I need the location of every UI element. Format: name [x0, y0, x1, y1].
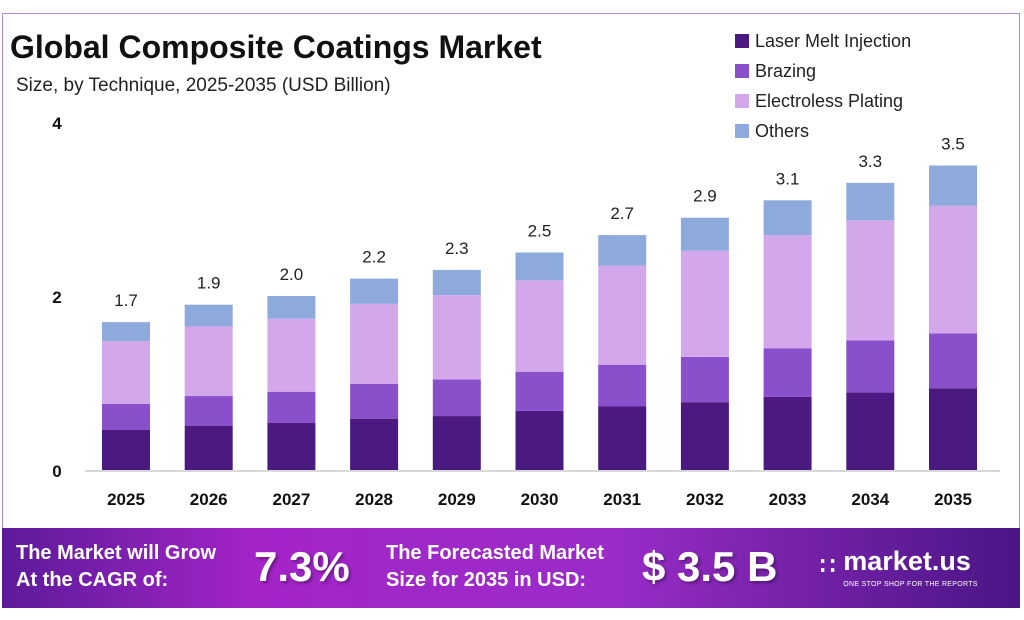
- cagr-label: The Market will Grow At the CAGR of:: [16, 540, 216, 594]
- bar-segment-laser-melt-injection: [929, 388, 977, 470]
- forecast-label-line2: Size for 2035 in USD:: [386, 569, 587, 591]
- total-data-label: 3.3: [858, 152, 882, 171]
- total-data-label: 2.9: [693, 187, 717, 206]
- bar-segment-others: [267, 296, 316, 319]
- chart-subtitle: Size, by Technique, 2025-2035 (USD Billi…: [16, 75, 391, 96]
- total-data-label: 2.7: [610, 204, 634, 223]
- x-tick-label: 2029: [438, 490, 476, 509]
- legend-item-electroless-plating: Electroless Plating: [735, 86, 911, 116]
- bar-segment-electroless-plating: [929, 205, 977, 334]
- bar-segment-others: [598, 235, 647, 266]
- bar-segment-brazing: [350, 383, 399, 419]
- bar-segment-laser-melt-injection: [515, 410, 564, 470]
- chart-title: Global Composite Coatings Market: [10, 29, 542, 65]
- total-data-label: 3.1: [776, 169, 800, 188]
- bar-segment-laser-melt-injection: [432, 416, 481, 470]
- bar-segment-laser-melt-injection: [350, 418, 399, 470]
- x-tick-label: 2030: [521, 490, 559, 509]
- legend-label: Laser Melt Injection: [755, 31, 912, 51]
- legend-item-brazing: Brazing: [735, 56, 911, 86]
- bar-segment-brazing: [432, 379, 481, 417]
- x-tick-label: 2031: [603, 490, 641, 509]
- bar-segment-brazing: [267, 391, 316, 424]
- legend-label: Electroless Plating: [755, 91, 904, 111]
- total-data-label: 1.7: [114, 291, 138, 310]
- x-tick-label: 2033: [769, 490, 807, 509]
- bar-segment-electroless-plating: [680, 250, 729, 357]
- x-tick-label: 2035: [934, 490, 972, 509]
- legend: Laser Melt Injection Brazing Electroless…: [735, 26, 911, 146]
- bar-segment-electroless-plating: [267, 318, 316, 392]
- bar-segment-laser-melt-injection: [763, 396, 812, 470]
- bar-segment-electroless-plating: [350, 303, 399, 384]
- bar-segment-electroless-plating: [515, 280, 564, 372]
- bar-segment-laser-melt-injection: [680, 402, 729, 470]
- legend-swatch: [735, 34, 749, 48]
- legend-swatch: [735, 64, 749, 78]
- bar-segment-electroless-plating: [763, 235, 812, 349]
- bar-segment-brazing: [598, 364, 647, 407]
- total-data-label: 2.2: [362, 248, 386, 267]
- footer-banner: The Market will Grow At the CAGR of: 7.3…: [2, 528, 1020, 608]
- legend-item-laser-melt-injection: Laser Melt Injection: [735, 26, 911, 56]
- bar-segment-brazing: [929, 333, 977, 389]
- total-data-label: 2.3: [445, 239, 469, 258]
- bar-segment-electroless-plating: [598, 265, 647, 365]
- bar-segment-electroless-plating: [184, 326, 233, 397]
- bar-segment-others: [184, 304, 233, 327]
- bar-segment-others: [929, 165, 977, 206]
- y-tick-label: 0: [52, 462, 61, 481]
- forecast-label-line1: The Forecasted Market: [386, 542, 604, 564]
- brand-logo: ∷ market.us ONE STOP SHOP FOR THE REPORT…: [820, 544, 978, 589]
- x-tick-label: 2028: [355, 490, 393, 509]
- bar-segment-laser-melt-injection: [102, 429, 150, 470]
- forecast-value: $ 3.5 B: [642, 543, 778, 590]
- cagr-label-line2: At the CAGR of:: [16, 569, 169, 591]
- bar-segment-laser-melt-injection: [267, 423, 316, 470]
- bar-segment-laser-melt-injection: [846, 392, 895, 470]
- brand-tagline: ONE STOP SHOP FOR THE REPORTS: [843, 581, 978, 588]
- bar-segment-others: [350, 278, 399, 304]
- bar-segment-brazing: [184, 396, 233, 426]
- total-data-label: 1.9: [197, 274, 221, 293]
- y-tick-label: 4: [52, 114, 62, 133]
- x-tick-label: 2026: [190, 490, 228, 509]
- cagr-label-line1: The Market will Grow: [16, 542, 217, 564]
- bar-segment-others: [102, 322, 150, 342]
- legend-swatch: [735, 94, 749, 108]
- bar-segment-others: [846, 182, 895, 221]
- bar-segment-brazing: [846, 340, 895, 393]
- market-us-logo-icon: ∷: [820, 552, 836, 580]
- bar-segment-electroless-plating: [846, 220, 895, 341]
- brand-name: market.us: [843, 546, 971, 576]
- bar-segment-electroless-plating: [432, 295, 481, 380]
- bar-segment-brazing: [515, 371, 564, 411]
- x-tick-label: 2025: [107, 490, 145, 509]
- bar-segment-laser-melt-injection: [598, 406, 647, 470]
- bar-segment-others: [515, 252, 564, 281]
- y-tick-label: 2: [52, 288, 61, 307]
- forecast-label: The Forecasted Market Size for 2035 in U…: [386, 540, 604, 594]
- x-tick-label: 2027: [272, 490, 310, 509]
- total-data-label: 2.5: [528, 222, 552, 241]
- bar-segment-brazing: [102, 403, 150, 430]
- cagr-value: 7.3%: [254, 543, 350, 590]
- bar-segment-brazing: [680, 356, 729, 403]
- x-tick-label: 2032: [686, 490, 724, 509]
- legend-swatch: [735, 124, 749, 138]
- legend-label: Others: [755, 121, 810, 141]
- bar-segment-brazing: [763, 348, 812, 397]
- x-tick-label: 2034: [851, 490, 889, 509]
- legend-item-others: Others: [735, 116, 911, 146]
- bar-segment-electroless-plating: [102, 341, 150, 404]
- bar-segment-others: [432, 269, 481, 296]
- legend-label: Brazing: [755, 61, 817, 81]
- total-data-label: 2.0: [280, 265, 304, 284]
- total-data-label: 3.5: [941, 135, 965, 154]
- bar-segment-laser-melt-injection: [184, 425, 233, 470]
- bar-segment-others: [763, 200, 812, 236]
- bar-segment-others: [680, 217, 729, 251]
